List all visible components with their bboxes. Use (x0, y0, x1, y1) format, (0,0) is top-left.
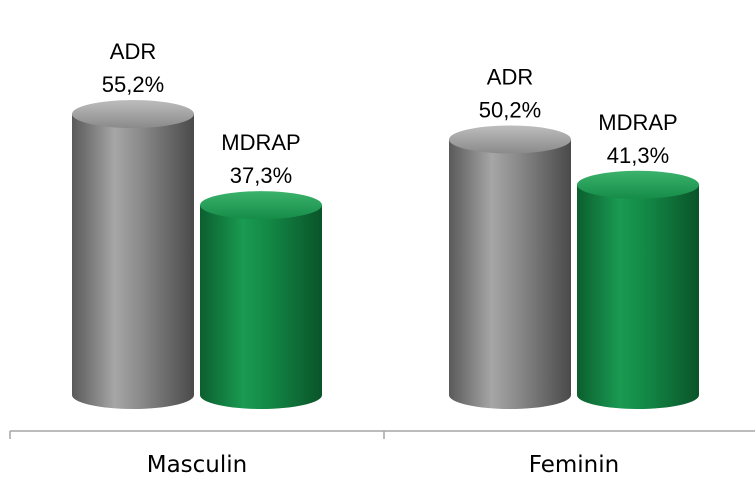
bar-body-adr-feminin (449, 139, 571, 409)
bar-mdrap-masculin (200, 191, 322, 409)
category-label-masculin: Masculin (147, 452, 248, 478)
bar-adr-masculin (72, 100, 194, 409)
data-label-name-adr-feminin: ADR (487, 64, 533, 89)
data-label-value-adr-feminin: 50,2% (479, 97, 541, 122)
bar-mdrap-feminin (577, 170, 699, 409)
bar-body-adr-masculin (72, 114, 194, 409)
bar-top-mdrap-masculin (200, 191, 322, 220)
bar-body-mdrap-masculin (200, 205, 322, 409)
bar-top-adr-masculin (72, 100, 194, 129)
data-label-value-mdrap-masculin: 37,3% (230, 163, 292, 188)
data-label-name-mdrap-feminin: MDRAP (598, 110, 677, 135)
data-label-value-mdrap-feminin: 41,3% (607, 143, 669, 168)
bar-top-adr-feminin (449, 125, 571, 154)
bar-body-mdrap-feminin (577, 184, 699, 409)
data-label-value-adr-masculin: 55,2% (102, 72, 164, 97)
data-label-name-adr-masculin: ADR (110, 39, 156, 64)
bar-top-mdrap-feminin (577, 170, 699, 199)
data-label-name-mdrap-masculin: MDRAP (221, 130, 300, 155)
bar-adr-feminin (449, 125, 571, 409)
category-label-feminin: Feminin (529, 452, 619, 478)
